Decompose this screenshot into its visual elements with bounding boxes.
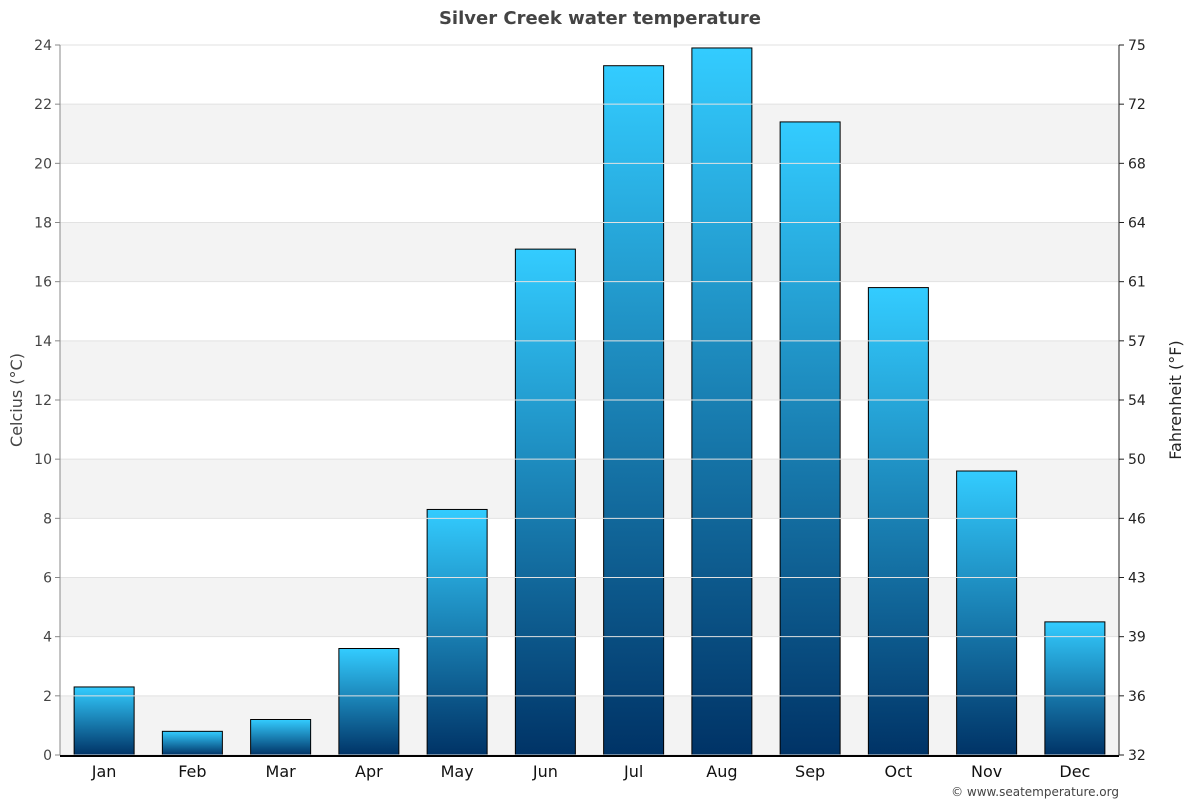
y2-tick-label: 64 — [1128, 216, 1146, 232]
bar-jan — [73, 686, 135, 756]
y2-tick-label: 68 — [1128, 156, 1146, 172]
grid-band — [60, 340, 1119, 400]
grid-band — [60, 104, 1119, 164]
y-tick-label: 12 — [34, 393, 52, 409]
y2-tick-label: 32 — [1128, 748, 1146, 764]
y-tick-label: 20 — [34, 156, 52, 172]
x-tick-label: Jan — [91, 762, 117, 781]
y-tick-label: 18 — [34, 216, 52, 232]
footer-credit: © www.seatemperature.org — [951, 785, 1119, 799]
chart-title: Silver Creek water temperature — [439, 8, 761, 29]
y-tick-label: 10 — [34, 452, 52, 468]
bar-aug — [691, 47, 753, 756]
y2-tick-label: 39 — [1128, 630, 1146, 646]
x-tick-label: Aug — [706, 762, 737, 781]
x-tick-label: Jun — [532, 762, 558, 781]
y-tick-label: 2 — [43, 689, 52, 705]
y2-tick-label: 54 — [1128, 393, 1146, 409]
bar-mar — [250, 719, 312, 756]
x-tick-label: Apr — [355, 762, 383, 781]
y-tick-label: 0 — [43, 748, 52, 764]
y-tick-label: 4 — [43, 630, 52, 646]
y2-tick-label: 46 — [1128, 511, 1146, 527]
y2-tick-label: 36 — [1128, 689, 1146, 705]
x-tick-label: Mar — [266, 762, 297, 781]
grid-band — [60, 695, 1119, 755]
grid-band — [60, 459, 1119, 519]
y-tick-label: 6 — [43, 571, 52, 587]
x-tick-label: Sep — [795, 762, 825, 781]
y-tick-label: 16 — [34, 275, 52, 291]
x-tick-label: Nov — [971, 762, 1002, 781]
bar-oct — [867, 287, 929, 756]
bar-jun — [514, 248, 576, 756]
bar-dec — [1044, 621, 1106, 756]
y2-tick-label: 43 — [1128, 571, 1146, 587]
y-tick-label: 22 — [34, 97, 52, 113]
grid-band — [60, 222, 1119, 282]
y2-tick-label: 61 — [1128, 275, 1146, 291]
bar-may — [426, 508, 488, 756]
y-tick-label: 14 — [34, 334, 52, 350]
x-tick-label: Feb — [178, 762, 206, 781]
y-tick-label: 8 — [43, 511, 52, 527]
y2-axis-label: Fahrenheit (°F) — [1166, 340, 1185, 459]
bar-apr — [338, 648, 400, 756]
x-tick-label: Jul — [623, 762, 643, 781]
y2-tick-label: 72 — [1128, 97, 1146, 113]
x-tick-label: Oct — [885, 762, 913, 781]
x-tick-label: Dec — [1059, 762, 1090, 781]
grid-band — [60, 577, 1119, 637]
bar-sep — [779, 121, 841, 756]
y2-tick-label: 75 — [1128, 38, 1146, 54]
y2-tick-label: 50 — [1128, 452, 1146, 468]
bar-nov — [956, 470, 1018, 756]
bar-feb — [161, 730, 223, 756]
x-tick-label: May — [441, 762, 474, 781]
y2-tick-label: 57 — [1128, 334, 1146, 350]
y-axis-label: Celcius (°C) — [7, 353, 26, 447]
bar-jul — [603, 65, 665, 756]
y-tick-label: 24 — [34, 38, 52, 54]
